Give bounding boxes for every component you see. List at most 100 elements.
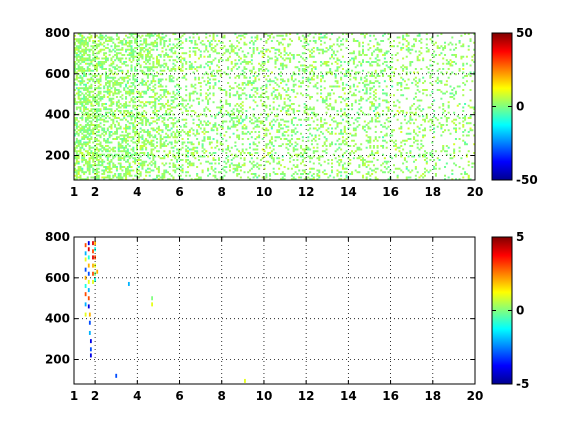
heatmap-cell — [358, 103, 361, 105]
heatmap-cell — [309, 127, 312, 130]
heatmap-cell — [99, 164, 102, 167]
heatmap-cell — [307, 117, 310, 119]
heatmap-cell — [181, 97, 184, 100]
heatmap-cell — [434, 167, 437, 170]
heatmap-cell — [285, 64, 288, 67]
heatmap-cell — [385, 101, 388, 104]
heatmap-cell — [97, 155, 100, 158]
heatmap-cell — [146, 43, 149, 46]
heatmap-cell — [88, 146, 91, 149]
heatmap-cell — [179, 108, 182, 111]
heatmap-cell — [236, 124, 239, 126]
heatmap-cell — [374, 115, 377, 118]
heatmap-cell — [221, 41, 224, 44]
heatmap-cell — [90, 73, 93, 76]
heatmap-cell — [141, 162, 144, 165]
heatmap-cell — [101, 146, 104, 149]
heatmap-cell — [312, 50, 315, 53]
heatmap-cell — [230, 117, 233, 119]
heatmap-cell — [170, 146, 173, 149]
heatmap-cell — [110, 76, 113, 79]
heatmap-cell — [254, 117, 257, 119]
heatmap-cell — [387, 66, 390, 69]
heatmap-cell — [135, 131, 138, 133]
heatmap-cell — [163, 169, 166, 172]
heatmap-cell — [442, 92, 445, 95]
heatmap-cell — [203, 43, 206, 46]
heatmap-cell — [179, 59, 182, 62]
heatmap-cell — [119, 40, 122, 42]
heatmap-cell — [340, 160, 343, 163]
heatmap-cell — [112, 174, 115, 177]
heatmap-cell — [77, 59, 80, 62]
heatmap-cell — [143, 83, 146, 86]
heatmap-cell — [119, 85, 122, 88]
heatmap-cell — [207, 76, 210, 79]
heatmap-cell — [81, 50, 84, 53]
heatmap-cell — [227, 160, 230, 163]
heatmap-cell — [289, 57, 292, 60]
heatmap-cell — [312, 40, 315, 42]
heatmap-cell — [363, 159, 366, 161]
heatmap-cell — [261, 47, 264, 49]
heatmap-cell — [343, 73, 346, 76]
heatmap-cell — [310, 174, 313, 177]
heatmap-cell — [126, 132, 129, 135]
heatmap-cell — [128, 122, 131, 125]
heatmap-cell — [423, 167, 426, 170]
heatmap-cell — [139, 131, 142, 133]
heatmap-cell — [265, 146, 268, 149]
heatmap-cell — [383, 54, 386, 56]
heatmap-cell — [440, 33, 443, 35]
heatmap-cell — [321, 99, 324, 102]
heatmap-cell — [256, 38, 259, 41]
heatmap-cell — [132, 125, 135, 128]
heatmap-cell — [283, 173, 286, 175]
heatmap-cell — [86, 69, 89, 72]
heatmap-cell — [88, 96, 91, 98]
heatmap-cell — [123, 159, 126, 161]
heatmap-cell — [241, 104, 244, 107]
heatmap-cell — [128, 101, 131, 104]
heatmap-cell — [192, 153, 195, 156]
heatmap-cell — [86, 152, 89, 154]
heatmap-cell — [99, 148, 102, 151]
heatmap-cell — [236, 136, 239, 139]
heatmap-cell — [92, 108, 95, 111]
heatmap-cell — [177, 57, 180, 60]
heatmap-cell — [221, 127, 224, 130]
heatmap-cell — [148, 141, 151, 144]
heatmap-cell — [81, 36, 84, 39]
heatmap-cell — [361, 125, 365, 128]
heatmap-cell — [259, 159, 262, 161]
heatmap-cell — [258, 52, 261, 55]
heatmap-cell — [259, 38, 262, 41]
heatmap-cell — [380, 145, 383, 147]
heatmap-cell — [163, 94, 166, 97]
heatmap-cell — [312, 71, 315, 74]
heatmap-cell — [101, 160, 104, 163]
heatmap-cell — [331, 131, 334, 133]
heatmap-cell — [177, 131, 180, 133]
heatmap-cell — [210, 47, 213, 49]
heatmap-cell — [392, 164, 395, 167]
heatmap-cell — [117, 127, 120, 130]
heatmap-cell — [305, 146, 308, 149]
heatmap-cell — [103, 41, 106, 44]
heatmap-cell — [137, 99, 140, 102]
heatmap-cell — [234, 62, 237, 65]
heatmap-cell — [141, 101, 144, 104]
heatmap-cell — [130, 89, 133, 91]
heatmap-cell — [79, 90, 82, 93]
heatmap-cell — [74, 148, 77, 151]
heatmap-cell — [314, 66, 317, 69]
heatmap-cell — [115, 131, 118, 133]
heatmap-cell — [414, 166, 417, 168]
heatmap-cell — [347, 122, 350, 125]
heatmap-cell — [453, 87, 456, 90]
heatmap-cell — [371, 64, 374, 67]
heatmap-cell — [267, 61, 270, 63]
heatmap-cell — [88, 69, 91, 72]
heatmap-cell — [336, 113, 339, 116]
heatmap-cell — [382, 34, 385, 37]
